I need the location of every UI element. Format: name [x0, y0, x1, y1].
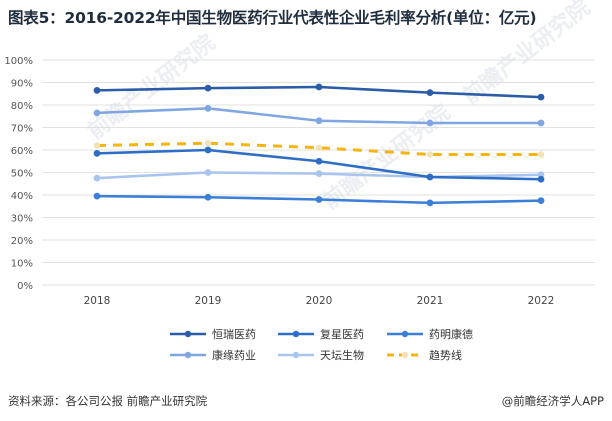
data-point: [426, 199, 434, 207]
data-point: [315, 144, 323, 151]
data-point: [315, 117, 323, 125]
data-point: [537, 197, 545, 205]
series-1: [93, 83, 545, 101]
x-tick-label: 2021: [417, 295, 444, 307]
y-tick-labels: 0% 10% 20% 30% 40% 50% 60% 70% 80% 90% 100%: [4, 56, 33, 292]
series-lines: [93, 83, 545, 207]
data-point: [93, 149, 101, 157]
data-point: [426, 119, 434, 127]
legend-item: 恒瑞医药: [170, 327, 256, 341]
legend-marker: [401, 330, 409, 338]
y-tick-label: 90%: [11, 79, 33, 90]
legend-label: 复星医药: [320, 327, 364, 341]
y-tick-label: 70%: [11, 124, 33, 135]
legend-item: 复星医药: [278, 327, 364, 341]
series-6: [93, 140, 545, 158]
y-tick-label: 50%: [11, 169, 33, 180]
y-tick-label: 0%: [17, 281, 33, 292]
legend-marker: [184, 351, 192, 359]
data-point: [93, 142, 101, 149]
series-2: [93, 146, 545, 183]
y-tick-label: 80%: [11, 101, 33, 112]
y-tick-label: 10%: [11, 259, 33, 270]
x-tick-label: 2018: [84, 295, 111, 307]
data-point: [204, 140, 212, 147]
legend-marker: [292, 351, 300, 359]
data-point: [315, 196, 323, 203]
legend-label: 药明康德: [429, 327, 473, 341]
x-tick-label: 2019: [195, 295, 222, 307]
watermark: 前瞻产业研究院: [318, 99, 455, 214]
legend-marker: [184, 330, 192, 338]
data-point: [204, 146, 212, 154]
legend-label: 康缘药业: [212, 348, 256, 362]
credit-note: @前瞻经济学人APP: [501, 394, 604, 408]
data-point: [93, 174, 101, 182]
legend-marker: [292, 330, 300, 338]
gridlines: [42, 59, 595, 286]
y-tick-label: 60%: [11, 146, 33, 157]
legend-item: 康缘药业: [170, 348, 256, 362]
source-note: 资料来源：各公司公报 前瞻产业研究院: [8, 394, 208, 408]
x-tick-label: 2022: [528, 295, 555, 307]
data-point: [537, 119, 545, 127]
chart-title: 图表5：2016-2022年中国生物医药行业代表性企业毛利率分析(单位：亿元): [8, 9, 537, 27]
legend-marker: [401, 351, 409, 359]
series-line: [96, 141, 541, 156]
legend-item: 药明康德: [387, 327, 473, 341]
data-point: [426, 89, 434, 97]
legend-label: 天坛生物: [320, 348, 364, 362]
legend-label: 趋势线: [429, 348, 462, 362]
data-point: [315, 83, 323, 91]
watermark: 前瞻产业研究院: [458, 0, 595, 110]
legend-item: 天坛生物: [278, 348, 364, 362]
data-point: [204, 84, 212, 92]
data-point: [426, 173, 434, 181]
data-point: [426, 151, 434, 158]
data-point: [204, 169, 212, 176]
series-5: [93, 169, 545, 182]
x-tick-label: 2020: [306, 295, 333, 307]
data-point: [93, 86, 101, 94]
series-3: [93, 192, 545, 207]
data-point: [93, 109, 101, 117]
legend-item: 趋势线: [387, 348, 462, 362]
y-tick-label: 40%: [11, 191, 33, 202]
data-point: [537, 175, 545, 183]
data-point: [204, 193, 212, 201]
data-point: [204, 104, 212, 112]
data-point: [93, 192, 101, 200]
x-tick-labels: 2018 2019 2020 2021 2022: [84, 295, 555, 307]
legend-label: 恒瑞医药: [212, 327, 256, 341]
y-tick-label: 100%: [4, 56, 33, 67]
data-point: [315, 170, 323, 178]
data-point: [315, 157, 323, 165]
data-point: [537, 151, 545, 158]
data-point: [537, 93, 545, 101]
y-tick-label: 30%: [11, 214, 33, 225]
y-tick-label: 20%: [11, 236, 33, 247]
series-4: [93, 104, 545, 127]
